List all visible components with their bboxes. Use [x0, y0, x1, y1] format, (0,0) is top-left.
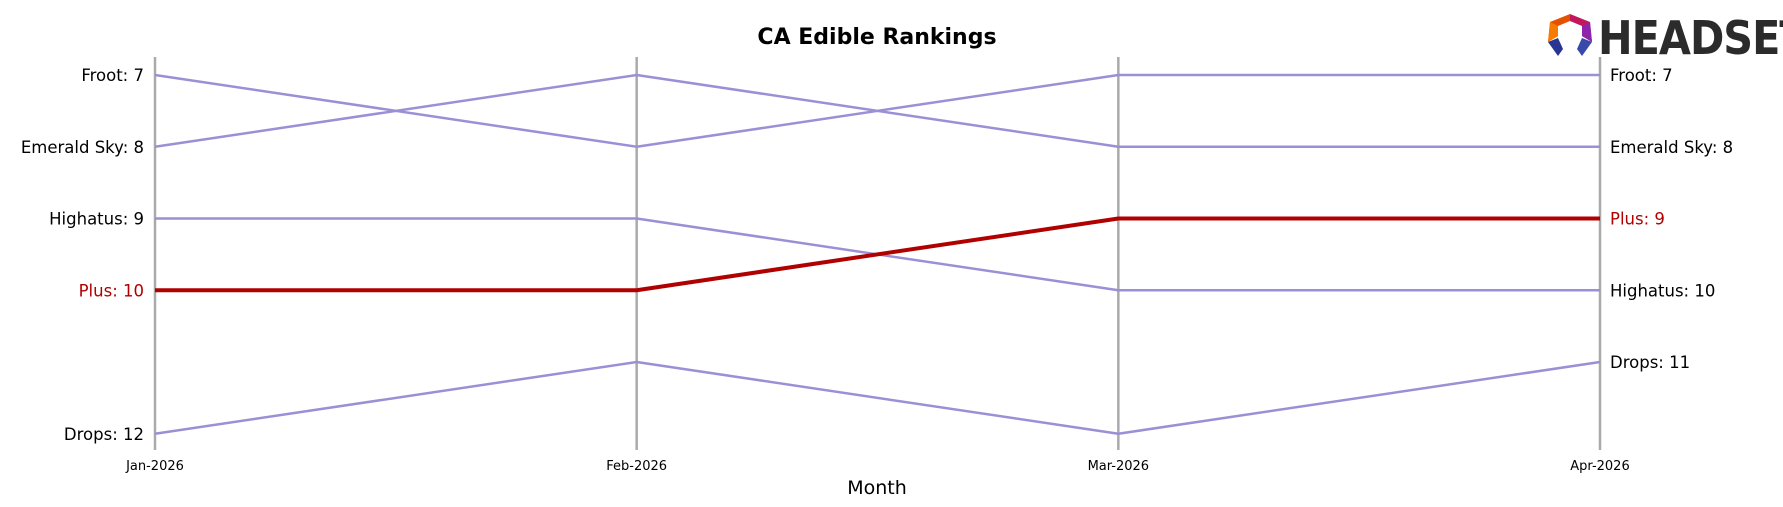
- x-tick-label: Apr-2026: [1570, 459, 1629, 474]
- x-tick-labels: Jan-2026 Feb-2026 Mar-2026 Apr-2026: [125, 459, 1630, 474]
- headset-logo: HEADSET: [1548, 11, 1783, 65]
- series-line-drops: [154, 360, 1601, 435]
- right-rank-label: Plus: 9: [1610, 210, 1665, 229]
- right-rank-label: Highatus: 10: [1610, 281, 1715, 300]
- chart-title: CA Edible Rankings: [757, 25, 996, 50]
- right-rank-label: Emerald Sky: 8: [1610, 138, 1733, 157]
- series-lines: [154, 73, 1601, 435]
- left-rank-label: Highatus: 9: [49, 210, 144, 229]
- right-rank-labels: Froot: 7 Emerald Sky: 8 Plus: 9 Highatus: 1…: [1610, 66, 1733, 372]
- right-rank-label: Drops: 11: [1610, 353, 1690, 372]
- left-rank-label: Plus: 10: [79, 281, 144, 300]
- left-rank-labels: Froot: 7 Emerald Sky: 8 Highatus: 9 Plus: 1…: [21, 66, 144, 444]
- x-tick-label: Feb-2026: [606, 459, 667, 474]
- headset-logo-text: HEADSET: [1598, 11, 1783, 65]
- headset-logo-mark: [1548, 14, 1592, 56]
- month-axes: [153, 57, 1602, 450]
- left-rank-label: Drops: 12: [64, 425, 144, 444]
- left-rank-label: Emerald Sky: 8: [21, 138, 144, 157]
- x-tick-label: Jan-2026: [125, 459, 184, 474]
- left-rank-label: Froot: 7: [81, 66, 144, 85]
- right-rank-label: Froot: 7: [1610, 66, 1673, 85]
- series-line-plus: [155, 216, 1600, 293]
- series-line-emerald-sky: [154, 73, 1600, 148]
- x-tick-label: Mar-2026: [1088, 459, 1149, 474]
- x-axis-label: Month: [847, 477, 907, 499]
